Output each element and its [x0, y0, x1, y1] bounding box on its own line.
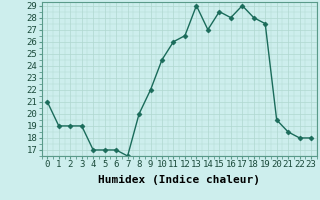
- X-axis label: Humidex (Indice chaleur): Humidex (Indice chaleur): [98, 175, 260, 185]
